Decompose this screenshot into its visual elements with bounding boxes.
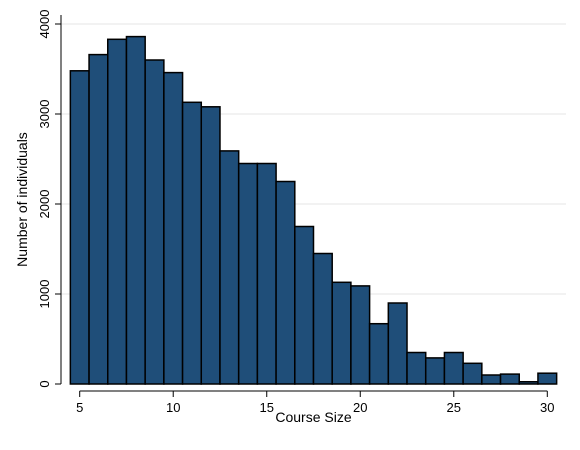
bar-25 [443,351,464,385]
y-tick-label-0: 0 [37,380,52,387]
bar-30 [537,372,558,385]
bar-22 [387,302,408,385]
bar-5 [69,70,90,385]
y-tick-label-2000: 2000 [37,190,52,219]
x-axis-label: Course Size [275,409,351,425]
y-tick-label-4000: 4000 [37,10,52,39]
bar-16 [275,180,296,385]
bar-11 [181,101,203,385]
bar-27 [481,374,502,385]
bar-13 [219,150,240,385]
bar-24 [424,357,446,385]
bar-9 [144,59,165,385]
x-tick-label-25: 25 [447,400,461,415]
bar-14 [237,162,259,385]
y-tick-label-3000: 3000 [37,100,52,129]
x-tick-label-15: 15 [260,400,274,415]
bar-8 [125,35,146,385]
bar-15 [256,162,277,385]
bar-19 [331,281,352,385]
bar-10 [163,71,184,385]
bar-20 [350,285,371,385]
bar-29 [518,381,539,385]
axes: 0 1000 2000 3000 4000 5 10 15 20 25 30 [37,10,555,415]
bars [69,35,558,385]
bar-21 [368,322,390,385]
bar-18 [312,252,333,385]
bar-28 [499,373,520,385]
x-tick-label-10: 10 [166,400,180,415]
bar-12 [200,106,221,385]
bar-17 [294,225,315,385]
x-tick-label-5: 5 [76,400,83,415]
bar-7 [107,38,128,385]
bar-26 [462,362,483,385]
y-axis-label: Number of individuals [14,132,30,267]
x-tick-label-20: 20 [353,400,367,415]
y-tick-label-1000: 1000 [37,280,52,309]
bar-23 [406,351,427,385]
bar-6 [88,53,109,385]
x-tick-label-30: 30 [540,400,554,415]
